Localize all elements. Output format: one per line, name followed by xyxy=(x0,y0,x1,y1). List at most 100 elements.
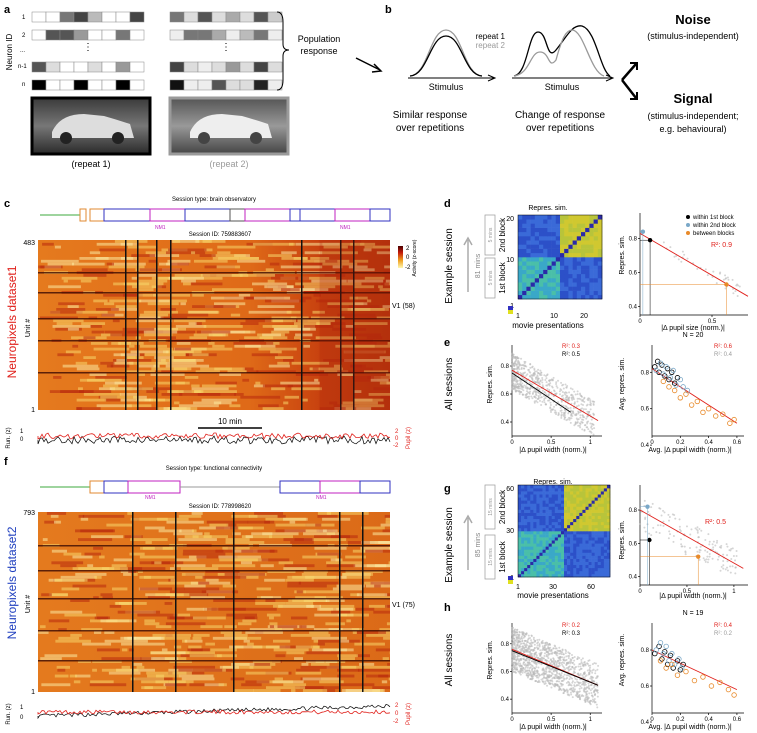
y-tick-label: 0.8 xyxy=(629,508,638,514)
matrix-cell xyxy=(542,564,546,569)
matrix-cell xyxy=(606,491,611,495)
cloud-point xyxy=(568,655,571,658)
matrix-cell xyxy=(533,549,537,553)
matrix-cell xyxy=(570,546,574,550)
matrix-cell xyxy=(522,294,527,300)
heat-streak xyxy=(119,393,138,396)
matrix-cell xyxy=(579,503,583,507)
cloud-point xyxy=(511,656,514,659)
heat-streak xyxy=(111,564,127,568)
matrix-cell xyxy=(576,236,582,241)
matrix-cell xyxy=(536,531,540,535)
similar-response-line2: over repetitions xyxy=(396,123,464,134)
matrix-cell xyxy=(545,564,549,569)
heat-streak xyxy=(318,639,360,643)
matrix-cell xyxy=(594,573,599,578)
cloud-point xyxy=(520,664,523,667)
cloud-point xyxy=(514,639,517,642)
cloud-point xyxy=(579,685,582,688)
matrix-cell xyxy=(555,286,561,291)
cloud-point xyxy=(543,654,546,657)
heat-streak xyxy=(193,633,210,637)
heat-streak xyxy=(163,407,191,410)
cloud-point xyxy=(511,360,514,363)
heat-vline xyxy=(156,240,158,410)
response-cell xyxy=(183,79,199,91)
cloud-point xyxy=(577,694,580,697)
matrix-cell xyxy=(542,549,546,553)
cloud-point xyxy=(514,390,517,393)
matrix-cell xyxy=(557,546,562,550)
cloud-point xyxy=(514,662,517,665)
heat-streak xyxy=(191,529,197,533)
cloud-point xyxy=(551,378,554,381)
heat-streak xyxy=(181,279,196,283)
matrix-cell xyxy=(579,567,583,572)
cloud-point xyxy=(567,693,570,696)
matrix-cell xyxy=(588,491,592,495)
matrix-cell xyxy=(539,227,544,233)
cloud-point xyxy=(545,377,548,380)
matrix-cell xyxy=(527,521,531,526)
heat-streak xyxy=(303,325,334,328)
heat-streak xyxy=(58,628,67,632)
row-label: n xyxy=(22,82,25,88)
matrix-cell xyxy=(555,248,561,254)
matrix-cell xyxy=(579,534,583,538)
cloud-point xyxy=(662,509,665,512)
matrix-cell xyxy=(530,549,534,553)
cloud-point xyxy=(683,545,686,548)
cloud-point xyxy=(512,663,515,666)
matrix-cell xyxy=(581,282,586,287)
heat-streak xyxy=(168,248,207,252)
heat-streak xyxy=(191,387,229,391)
matrix-cell xyxy=(576,527,580,532)
heat-streak xyxy=(232,636,262,640)
matrix-cell xyxy=(526,286,531,291)
cloud-point xyxy=(712,270,715,273)
response-cell xyxy=(87,79,103,91)
heat-streak xyxy=(185,353,193,357)
heat-streak xyxy=(267,570,296,573)
cloud-point xyxy=(544,672,547,675)
heat-streak xyxy=(80,279,92,283)
cloud-point xyxy=(511,631,514,634)
cloud-point xyxy=(526,666,529,669)
heat-streak xyxy=(252,660,281,663)
heat-streak xyxy=(71,262,105,266)
cloud-point xyxy=(562,397,565,400)
heat-streak xyxy=(364,245,390,249)
cloud-point xyxy=(570,653,573,656)
heat-streak xyxy=(325,599,345,602)
matrix-cell xyxy=(597,286,603,291)
heat-streak xyxy=(106,523,133,527)
stimulus-block xyxy=(279,480,321,494)
matrix-cell xyxy=(560,227,565,233)
data-point xyxy=(679,665,685,671)
matrix-cell xyxy=(524,570,528,575)
matrix-cell xyxy=(530,278,536,283)
x-tick-label: 0.5 xyxy=(547,717,556,723)
cloud-point xyxy=(579,426,582,429)
matrix-cell xyxy=(551,506,556,510)
matrix-cell xyxy=(557,527,562,532)
cloud-point xyxy=(559,674,562,677)
cloud-point xyxy=(541,378,544,381)
matrix-cell xyxy=(530,244,536,249)
cloud-point xyxy=(559,393,562,396)
cloud-point xyxy=(572,667,575,670)
heat-streak xyxy=(231,662,255,666)
cloud-point xyxy=(539,380,542,383)
matrix-xlabel-g: movie presentations xyxy=(517,591,589,600)
heat-streak xyxy=(194,390,204,393)
matrix-cell xyxy=(606,552,611,556)
heat-streak xyxy=(287,584,327,588)
matrix-cell xyxy=(589,227,594,233)
cloud-point xyxy=(517,662,520,665)
cloud-point xyxy=(677,258,680,261)
cloud-point xyxy=(569,668,572,671)
matrix-cell xyxy=(554,488,559,492)
matrix-cell xyxy=(588,503,592,507)
heat-streak xyxy=(139,344,167,348)
matrix-cell xyxy=(557,537,562,541)
